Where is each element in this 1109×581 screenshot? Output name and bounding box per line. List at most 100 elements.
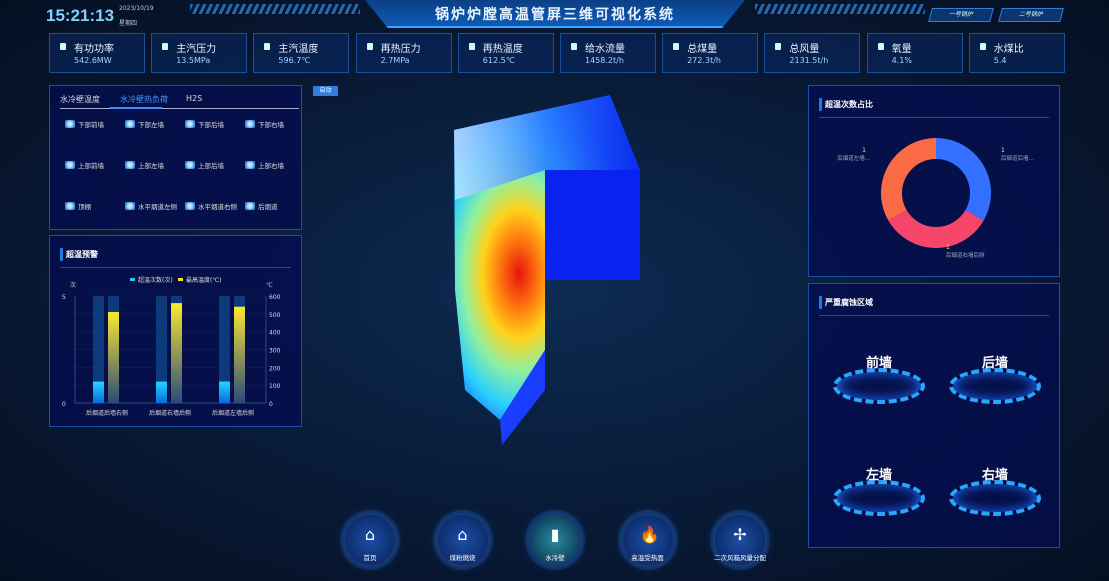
legend-label: 最高温度(℃) — [186, 276, 221, 284]
wall-label: 上部前墙 — [78, 162, 104, 170]
corrosion-area[interactable]: 后墙 — [949, 352, 1041, 404]
divider — [60, 267, 291, 268]
nav-button[interactable]: 🔥 高温受热面 — [622, 515, 673, 565]
donut-slice — [936, 138, 991, 221]
water-wall-panel: 水冷壁温度 水冷壁热负荷 H2S 下部前墙 下部左墙 下部后墙 下部右墙上部前墙 上部左… — [49, 85, 302, 230]
glow-ring — [833, 480, 925, 516]
panel-title: 超温预警 — [66, 250, 98, 259]
metric-value: 13.5MPa — [176, 56, 211, 65]
legend-swatch — [130, 278, 135, 281]
slice-value: 1 — [1001, 147, 1005, 154]
metric-value: 2.7MPa — [380, 56, 410, 65]
temperature-bar — [108, 312, 119, 403]
wall-label: 下部右墙 — [258, 121, 284, 129]
wall-item[interactable]: 水平烟道左侧 — [125, 201, 177, 211]
header-decoration — [190, 4, 360, 14]
boiler-2-button[interactable]: 二号锅炉 — [998, 8, 1064, 22]
y-tick-right: 600 — [269, 294, 281, 301]
weekday: 星期四 — [119, 20, 138, 27]
boiler-3d-model[interactable] — [440, 90, 650, 450]
divider — [819, 315, 1049, 316]
y-tick-left: 0 — [62, 401, 66, 408]
title-accent — [819, 98, 822, 111]
bar-track — [93, 296, 104, 403]
metric-card: 主汽温度 596.7℃ — [253, 33, 350, 73]
slice-label: 后烟道左墙... — [837, 154, 870, 162]
nav-button[interactable]: ⌂ 首页 — [345, 515, 395, 565]
burner-icon: ⌂ — [457, 525, 468, 544]
boiler-1-button[interactable]: 一号锅炉 — [928, 8, 994, 22]
corrosion-label: 右墙 — [981, 468, 1008, 483]
corrosion-label: 左墙 — [865, 468, 892, 483]
nav-label: 水冷壁 — [545, 554, 565, 562]
donut-slice — [888, 210, 984, 248]
donut-slice — [881, 138, 936, 221]
nav-button[interactable]: ▮ 水冷壁 — [530, 515, 580, 565]
slice-label: 后烟道右墙后侧 — [946, 251, 985, 259]
start-button[interactable]: 启动 — [313, 86, 338, 96]
gauge-icon — [979, 43, 986, 50]
tab-wall-temperature[interactable]: 水冷壁温度 — [60, 95, 100, 104]
metric-card: 水煤比 5.4 — [968, 33, 1065, 73]
gauge-icon — [60, 43, 66, 50]
wall-sensor-icon — [185, 202, 195, 210]
wall-item[interactable]: 水平烟道右侧 — [185, 201, 237, 211]
temperature-bar — [171, 303, 182, 403]
nav-label: 首页 — [363, 554, 377, 562]
wall-item[interactable]: 后烟道 — [245, 201, 278, 211]
glow-ring — [833, 368, 925, 404]
wall-sensor-icon — [185, 161, 195, 169]
metric-label: 给水流量 — [585, 44, 625, 55]
wall-item[interactable]: 上部右墙 — [245, 160, 284, 170]
count-bar — [93, 381, 104, 403]
tab-indicator — [110, 107, 162, 109]
metric-value: 542.6MW — [74, 56, 112, 65]
corrosion-area[interactable]: 前墙 — [833, 352, 925, 404]
y-tick-right: 100 — [269, 383, 281, 390]
metric-card: 有功功率 542.6MW — [49, 33, 145, 73]
y-tick-right: 500 — [269, 312, 281, 319]
wall-item[interactable]: 上部左墙 — [125, 160, 164, 170]
corrosion-label: 后墙 — [981, 356, 1008, 371]
wall-item[interactable]: 顶棚 — [65, 201, 91, 211]
wall-label: 上部左墙 — [138, 162, 164, 170]
y-tick-right: 400 — [269, 330, 281, 337]
metric-card: 给水流量 1458.2t/h — [560, 33, 656, 73]
metric-value: 596.7℃ — [278, 56, 311, 65]
wall-item[interactable]: 下部前墙 — [65, 119, 104, 129]
slice-label: 后烟道后墙... — [1001, 154, 1034, 162]
nav-button[interactable]: ⌂ 煤粉燃烧 — [437, 515, 488, 565]
gauge-icon — [468, 43, 475, 50]
tab-wall-heat-load[interactable]: 水冷壁热负荷 — [120, 95, 168, 104]
wall-item[interactable]: 下部后墙 — [185, 119, 224, 129]
tab-h2s[interactable]: H2S — [186, 94, 203, 103]
wall-label: 上部右墙 — [258, 162, 284, 170]
bar-track — [156, 296, 167, 403]
bar-track — [219, 296, 230, 403]
metric-card: 主汽压力 13.5MPa — [151, 33, 248, 73]
corrosion-area[interactable]: 左墙 — [833, 464, 925, 516]
metric-label: 主汽温度 — [278, 44, 319, 55]
metric-label: 氧量 — [891, 44, 912, 55]
page-title: 锅炉炉膛高温管屏三维可视化系统 — [435, 7, 675, 23]
y-tick-right: 200 — [269, 365, 281, 372]
wall-sensor-icon — [245, 202, 255, 210]
corrosion-area[interactable]: 右墙 — [949, 464, 1041, 516]
metric-card: 再热温度 612.5℃ — [457, 33, 554, 73]
x-tick-label: 后烟道后墙右侧 — [86, 409, 128, 417]
header-decoration — [755, 4, 925, 14]
clock: 15:21:13 — [46, 6, 115, 25]
wall-sensor-icon — [65, 120, 75, 128]
nav-button[interactable]: ✢ 二次风箱风量分配 — [714, 515, 766, 565]
wall-sensor-icon — [125, 120, 135, 128]
wall-sensor-icon — [65, 161, 75, 169]
wall-item[interactable]: 下部右墙 — [245, 119, 284, 129]
legend-swatch — [178, 278, 183, 281]
wall-sensor-icon — [125, 161, 135, 169]
wall-item[interactable]: 上部后墙 — [185, 160, 224, 170]
wall-item[interactable]: 上部前墙 — [65, 160, 104, 170]
metric-value: 612.5℃ — [482, 56, 515, 65]
wall-item[interactable]: 下部左墙 — [125, 119, 164, 129]
count-bar — [219, 381, 230, 403]
x-tick-label: 后烟道右墙后侧 — [149, 409, 191, 417]
